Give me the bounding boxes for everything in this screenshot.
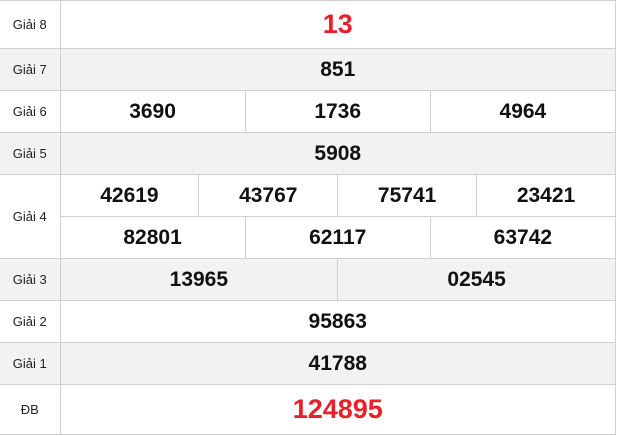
row-giai-4: Giải 4 42619 43767 75741 23421	[0, 174, 616, 259]
row-giai-6: Giải 6 3690 1736 4964	[0, 90, 617, 133]
row-dac-biet: ĐB 124895	[0, 384, 616, 435]
prize-number: 5908	[59, 132, 616, 175]
prize-number: 82801	[59, 216, 246, 259]
prize-number: 02545	[337, 258, 616, 301]
prize-number: 23421	[476, 174, 616, 217]
row-giai-3: Giải 3 13965 02545	[0, 258, 616, 301]
prize-label: Giải 7	[0, 48, 61, 91]
prize-label: Giải 4	[0, 174, 61, 259]
row-giai-5: Giải 5 5908	[0, 132, 616, 175]
prize-label: Giải 3	[0, 258, 61, 301]
prize-label: ĐB	[0, 384, 61, 435]
prize-number: 41788	[59, 342, 616, 385]
row-giai-4-second: 82801 62117 63742	[0, 216, 617, 259]
prize-number: 1736	[244, 90, 431, 133]
prize-number: 62117	[244, 216, 431, 259]
prize-number: 13965	[59, 258, 339, 301]
prize-label: Giải 6	[0, 90, 61, 133]
prize-number: 3690	[59, 90, 246, 133]
row-giai-1: Giải 1 41788	[0, 342, 616, 385]
prize-number: 4964	[429, 90, 617, 133]
prize-number: 95863	[59, 300, 616, 343]
prize-number: 75741	[337, 174, 478, 217]
prize-label: Giải 2	[0, 300, 61, 343]
prize-label: Giải 1	[0, 342, 61, 385]
prize-number: 13	[59, 0, 616, 49]
row-giai-2: Giải 2 95863	[0, 300, 616, 343]
prize-label: Giải 5	[0, 132, 61, 175]
prize-number: 43767	[198, 174, 339, 217]
row-giai-8: Giải 8 13	[0, 0, 616, 49]
prize-number: 851	[59, 48, 616, 91]
prize-number: 42619	[59, 174, 200, 217]
prize-label: Giải 8	[0, 0, 61, 49]
prize-number: 63742	[429, 216, 617, 259]
special-prize-number: 124895	[59, 384, 616, 435]
row-giai-7: Giải 7 851	[0, 48, 616, 91]
